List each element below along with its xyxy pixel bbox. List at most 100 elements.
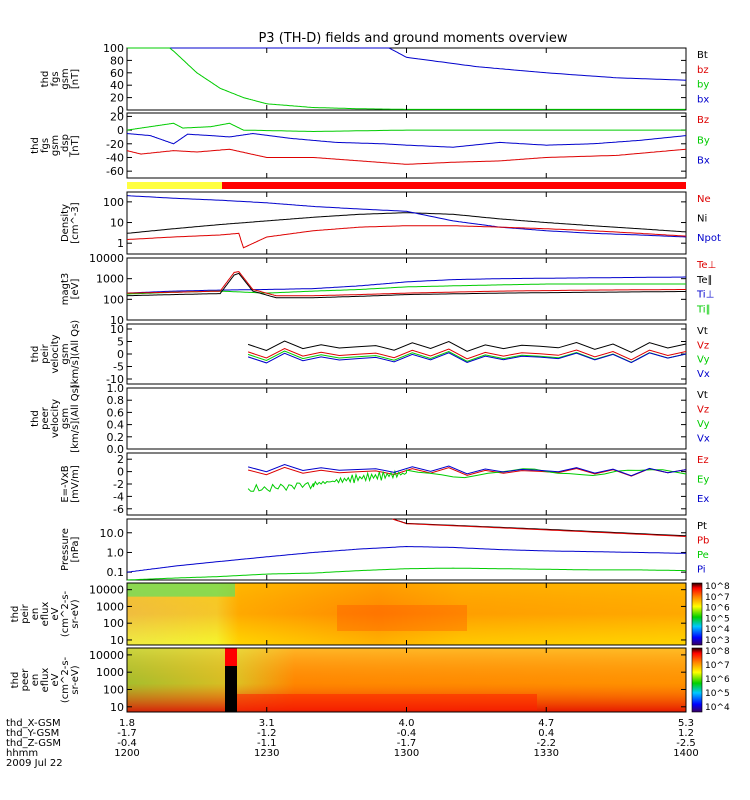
y-axis-label: [mV/m]: [70, 465, 81, 503]
quality-bar-yellow: [127, 182, 222, 189]
y-axis-label: [cm^-3]: [70, 202, 81, 243]
spectrogram-data-gap: [225, 664, 237, 712]
y-axis-label: [eV]: [70, 279, 81, 300]
y-tick-label: -5: [113, 361, 124, 374]
y-axis-label: [km/s](All Qs): [70, 320, 81, 388]
figure-title: P3 (TH-D) fields and ground moments over…: [258, 31, 567, 46]
date-label: 2009 Jul 22: [6, 758, 63, 769]
legend-entry: Te∥: [696, 275, 713, 286]
y-axis-label: velocity: [50, 334, 61, 373]
y-tick-label: 0: [117, 124, 124, 137]
time-axis-value: 1400: [673, 748, 698, 759]
y-axis-label: [nPa]: [70, 536, 81, 562]
time-axis-value: -1.7: [117, 728, 137, 739]
legend-entry: Vt: [697, 326, 708, 337]
time-axis-value: 5.3: [678, 718, 694, 729]
y-tick-label: 100: [103, 42, 124, 55]
y-tick-label: 100: [103, 683, 124, 696]
legend-entry: Vz: [697, 405, 709, 416]
quality-bar-red: [222, 182, 686, 189]
y-tick-label: 0.1: [107, 566, 125, 579]
panel-frame: [126, 191, 687, 255]
legend-entry: Vy: [697, 419, 710, 430]
series-line: [126, 276, 686, 294]
series-line: [247, 468, 687, 493]
legend-entry: bx: [697, 94, 709, 105]
y-axis-label: fgs: [50, 71, 61, 86]
spectrogram-intense-region: [337, 605, 467, 631]
series-line: [247, 350, 687, 363]
panel-4: 10000 1000 100 10 magt3 [eV] Te⊥ Te∥ Ti⊥ Ti∥: [60, 252, 716, 327]
series-line: [126, 212, 687, 234]
colorbar-label: 10^4: [705, 625, 730, 635]
y-axis-label: peir: [40, 343, 51, 363]
y-tick-label: 1.0: [107, 546, 125, 559]
series-line: [126, 132, 687, 148]
y-axis-label: thd: [40, 71, 51, 88]
y-axis-label: (cm^2-s-: [60, 656, 71, 703]
y-tick-label: 0.2: [107, 431, 125, 444]
panel-frame: [126, 323, 687, 385]
time-axis-value: -1.1: [257, 738, 277, 749]
legend-entry: Bz: [697, 115, 709, 126]
y-axis-label: [km/s](All Qs): [70, 384, 81, 452]
series-line: [392, 518, 687, 537]
legend-entry: Ni: [697, 213, 707, 224]
colorbar-label: 10^7: [705, 593, 730, 603]
y-axis-label: _dsp: [60, 134, 71, 158]
y-tick-label: 80: [110, 54, 124, 67]
y-axis-label: eflux: [40, 668, 51, 693]
legend-entry: bz: [697, 65, 709, 76]
time-axis-value: -0.4: [117, 738, 137, 749]
y-axis-label: gsm: [60, 68, 71, 89]
time-axis-value: 1300: [394, 748, 419, 759]
y-tick-label: 10000: [89, 584, 124, 597]
panel-frame: [126, 387, 687, 450]
y-tick-label: 0: [117, 466, 124, 479]
y-axis-label: thd: [10, 672, 21, 689]
time-axis-value: -1.7: [397, 738, 417, 749]
y-axis-label: sr-eV): [70, 665, 81, 694]
y-tick-label: 10: [110, 323, 124, 336]
series-line: [247, 340, 687, 353]
y-tick-label: 10000: [89, 649, 124, 662]
time-axis-value: 1230: [254, 748, 279, 759]
time-axis-value: 1330: [534, 748, 559, 759]
legend-entry: by: [697, 80, 709, 91]
time-axis-row-label: thd_Y-GSM: [6, 728, 59, 739]
time-axis-value: 1.8: [119, 718, 135, 729]
y-axis-label: thd: [10, 606, 21, 623]
time-axis-value: 1200: [114, 748, 139, 759]
panel-frame: [126, 518, 687, 581]
y-tick-label: 0.8: [107, 394, 125, 407]
y-axis-label: en: [30, 674, 41, 687]
legend-entry: By: [697, 135, 710, 146]
y-axis-label: peer: [40, 406, 51, 430]
y-tick-label: 60: [110, 67, 124, 80]
y-tick-label: 5: [117, 336, 124, 349]
panel-8: 10.0 1.0 0.1 Pressure [nPa] Pt Pb Pe Pi: [60, 518, 709, 581]
y-axis-label: [nT]: [70, 135, 81, 155]
y-axis-label: velocity: [50, 399, 61, 438]
series-line: [126, 148, 687, 165]
y-tick-label: 10.0: [100, 527, 125, 540]
legend-entry: Pi: [697, 565, 706, 576]
time-axis-value: 3.1: [259, 718, 275, 729]
spectrogram-low-energy-band: [237, 694, 537, 710]
y-axis-label: magt3: [60, 273, 71, 306]
y-axis-label: en: [30, 608, 41, 621]
y-tick-label: 1000: [96, 666, 124, 679]
time-axis-value: -2.5: [676, 738, 696, 749]
y-axis-label: sr-eV): [70, 599, 81, 628]
y-tick-label: 10000: [89, 252, 124, 265]
y-axis-label: gsm: [50, 135, 61, 156]
y-axis-label: eflux: [40, 602, 51, 627]
colorbar-label: 10^6: [705, 604, 730, 614]
series-line: [126, 195, 687, 238]
panel-frame: [126, 452, 687, 516]
time-axis-row-label: hhmm: [6, 748, 38, 759]
y-axis-label: eV: [50, 673, 61, 686]
y-tick-label: -6: [113, 503, 124, 516]
